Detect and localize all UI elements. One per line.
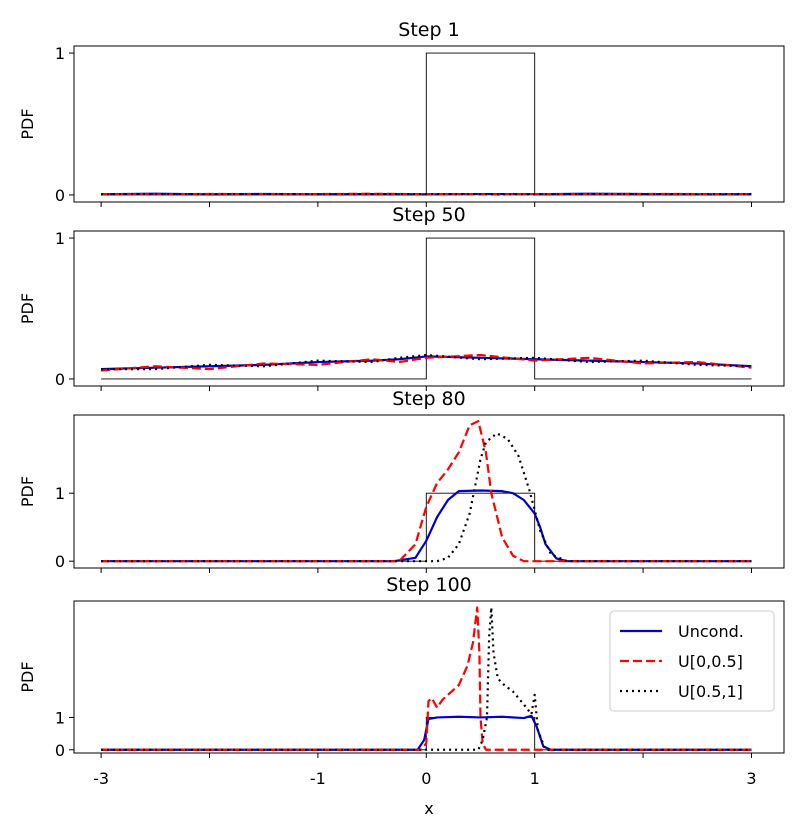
y-tick-label: 1 <box>55 484 65 503</box>
y-axis-label: PDF <box>18 293 37 324</box>
y-tick-label: 0 <box>55 552 65 571</box>
subplot-1: Step 1 PDF 0 1 <box>18 19 785 207</box>
series-line-u-0-5-1 <box>101 606 752 751</box>
subplot-3: Step 80 PDF 0 1 <box>18 388 785 573</box>
y-tick-label: 1 <box>55 708 65 727</box>
series-line-u-0-5-1 <box>101 353 752 371</box>
axes-frame <box>73 45 785 203</box>
plot-area <box>101 606 752 751</box>
series-line-u-0-0-5 <box>101 353 752 372</box>
subplot-title: Step 50 <box>392 204 465 226</box>
y-axis-label: PDF <box>18 108 37 139</box>
axes-frame <box>73 230 785 387</box>
subplot-2: Step 50 PDF 0 1 <box>18 204 785 391</box>
plot-area <box>101 420 752 563</box>
series-line-u-0-0-5 <box>101 606 752 751</box>
axes-frame <box>73 600 785 754</box>
legend-box <box>609 610 775 712</box>
y-tick-label: 1 <box>55 44 65 63</box>
series-line-uncond <box>101 714 752 751</box>
y-axis-label: PDF <box>18 661 37 692</box>
plot-area <box>101 237 752 380</box>
y-tick-label: 1 <box>55 229 65 248</box>
y-tick-label: 0 <box>55 186 65 205</box>
legend-entry-label: U[0.5,1] <box>678 682 743 701</box>
plot-area <box>101 52 752 196</box>
legend: Uncond. U[0,0.5] U[0.5,1] <box>609 610 775 712</box>
y-tick-label: 0 <box>55 370 65 389</box>
y-axis-label: PDF <box>18 476 37 507</box>
legend-entry-label: Uncond. <box>678 622 744 641</box>
series-line-u-0-5-1 <box>101 432 752 563</box>
axes-frame <box>73 414 785 569</box>
x-tick-label: -3 <box>93 769 109 788</box>
x-tick-label: 1 <box>530 769 540 788</box>
y-tick-label: 0 <box>55 741 65 760</box>
x-tick-label: 0 <box>421 769 431 788</box>
x-tick-label: 3 <box>746 769 756 788</box>
subplot-title: Step 1 <box>398 19 459 41</box>
subplot-4: Step 100 PDF 0 1 -3 -1 0 1 3 x Uncond. U[0,0.5] U[0.… <box>18 574 785 818</box>
legend-entry-label: U[0,0.5] <box>678 652 743 671</box>
target-distribution-line <box>101 237 752 380</box>
subplot-title: Step 80 <box>392 388 465 410</box>
x-axis-label: x <box>424 799 433 818</box>
x-tick-label: -1 <box>310 769 326 788</box>
subplot-title: Step 100 <box>386 574 472 596</box>
